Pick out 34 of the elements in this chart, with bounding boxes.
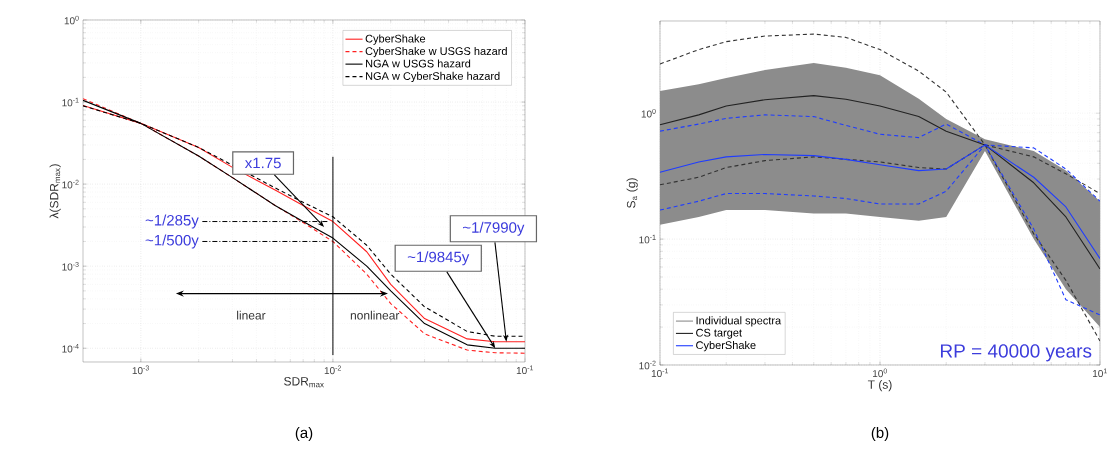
x-tick-label: 10$^{1}$: [1092, 368, 1107, 378]
text: (b): [871, 427, 889, 441]
legend-label: CS target: [696, 328, 742, 339]
legend-label: CyberShake: [365, 34, 426, 45]
y-axis-title: λ(SDR$_{max}$): [49, 164, 61, 219]
x-tick-label: 10$^{0}$: [873, 368, 887, 378]
annotation: ~1/7990y: [462, 221, 525, 236]
legend-label: CyberShake: [696, 341, 756, 352]
legend-label: Individual spectra: [696, 316, 782, 327]
ref-line-label: ~1/285y: [145, 214, 199, 229]
y-tick-label: 10$^{0}$: [64, 15, 79, 25]
x-tick-label: 10$^{-2}$: [324, 365, 341, 375]
x-tick-label: 10$^{-3}$: [132, 365, 149, 375]
x-axis-title: SDR$_{max}$: [284, 377, 324, 388]
annotation: nonlinear: [350, 310, 400, 320]
y-axis-title: S$_{a}$ (g): [626, 178, 638, 208]
x-axis-title: T (s): [867, 380, 892, 392]
legend-label: NGA w USGS hazard: [366, 59, 471, 68]
y-tick-label: 10$^{-3}$: [62, 261, 79, 271]
x-tick-label: 10$^{-1}$: [651, 368, 669, 378]
text: (a): [295, 427, 313, 441]
ref-line-label: ~1/500y: [145, 234, 199, 249]
annotation: RP = 40000 years: [940, 344, 1092, 362]
y-tick-label: 10$^{-1}$: [62, 97, 79, 107]
y-tick-label: 10$^{0}$: [641, 108, 656, 118]
y-tick-label: 10$^{-1}$: [639, 234, 656, 244]
legend-label: CyberShake w USGS hazard: [365, 46, 507, 58]
annotation: linear: [237, 310, 266, 320]
y-tick-label: 10$^{-2}$: [62, 179, 79, 189]
x-tick-label: 10$^{-1}$: [516, 365, 534, 375]
y-tick-label: 10$^{-4}$: [62, 343, 79, 353]
legend-label: NGA w CyberShake hazard: [366, 71, 500, 83]
annotation: x1.75: [244, 157, 281, 169]
annotation: ~1/9845y: [407, 251, 470, 266]
